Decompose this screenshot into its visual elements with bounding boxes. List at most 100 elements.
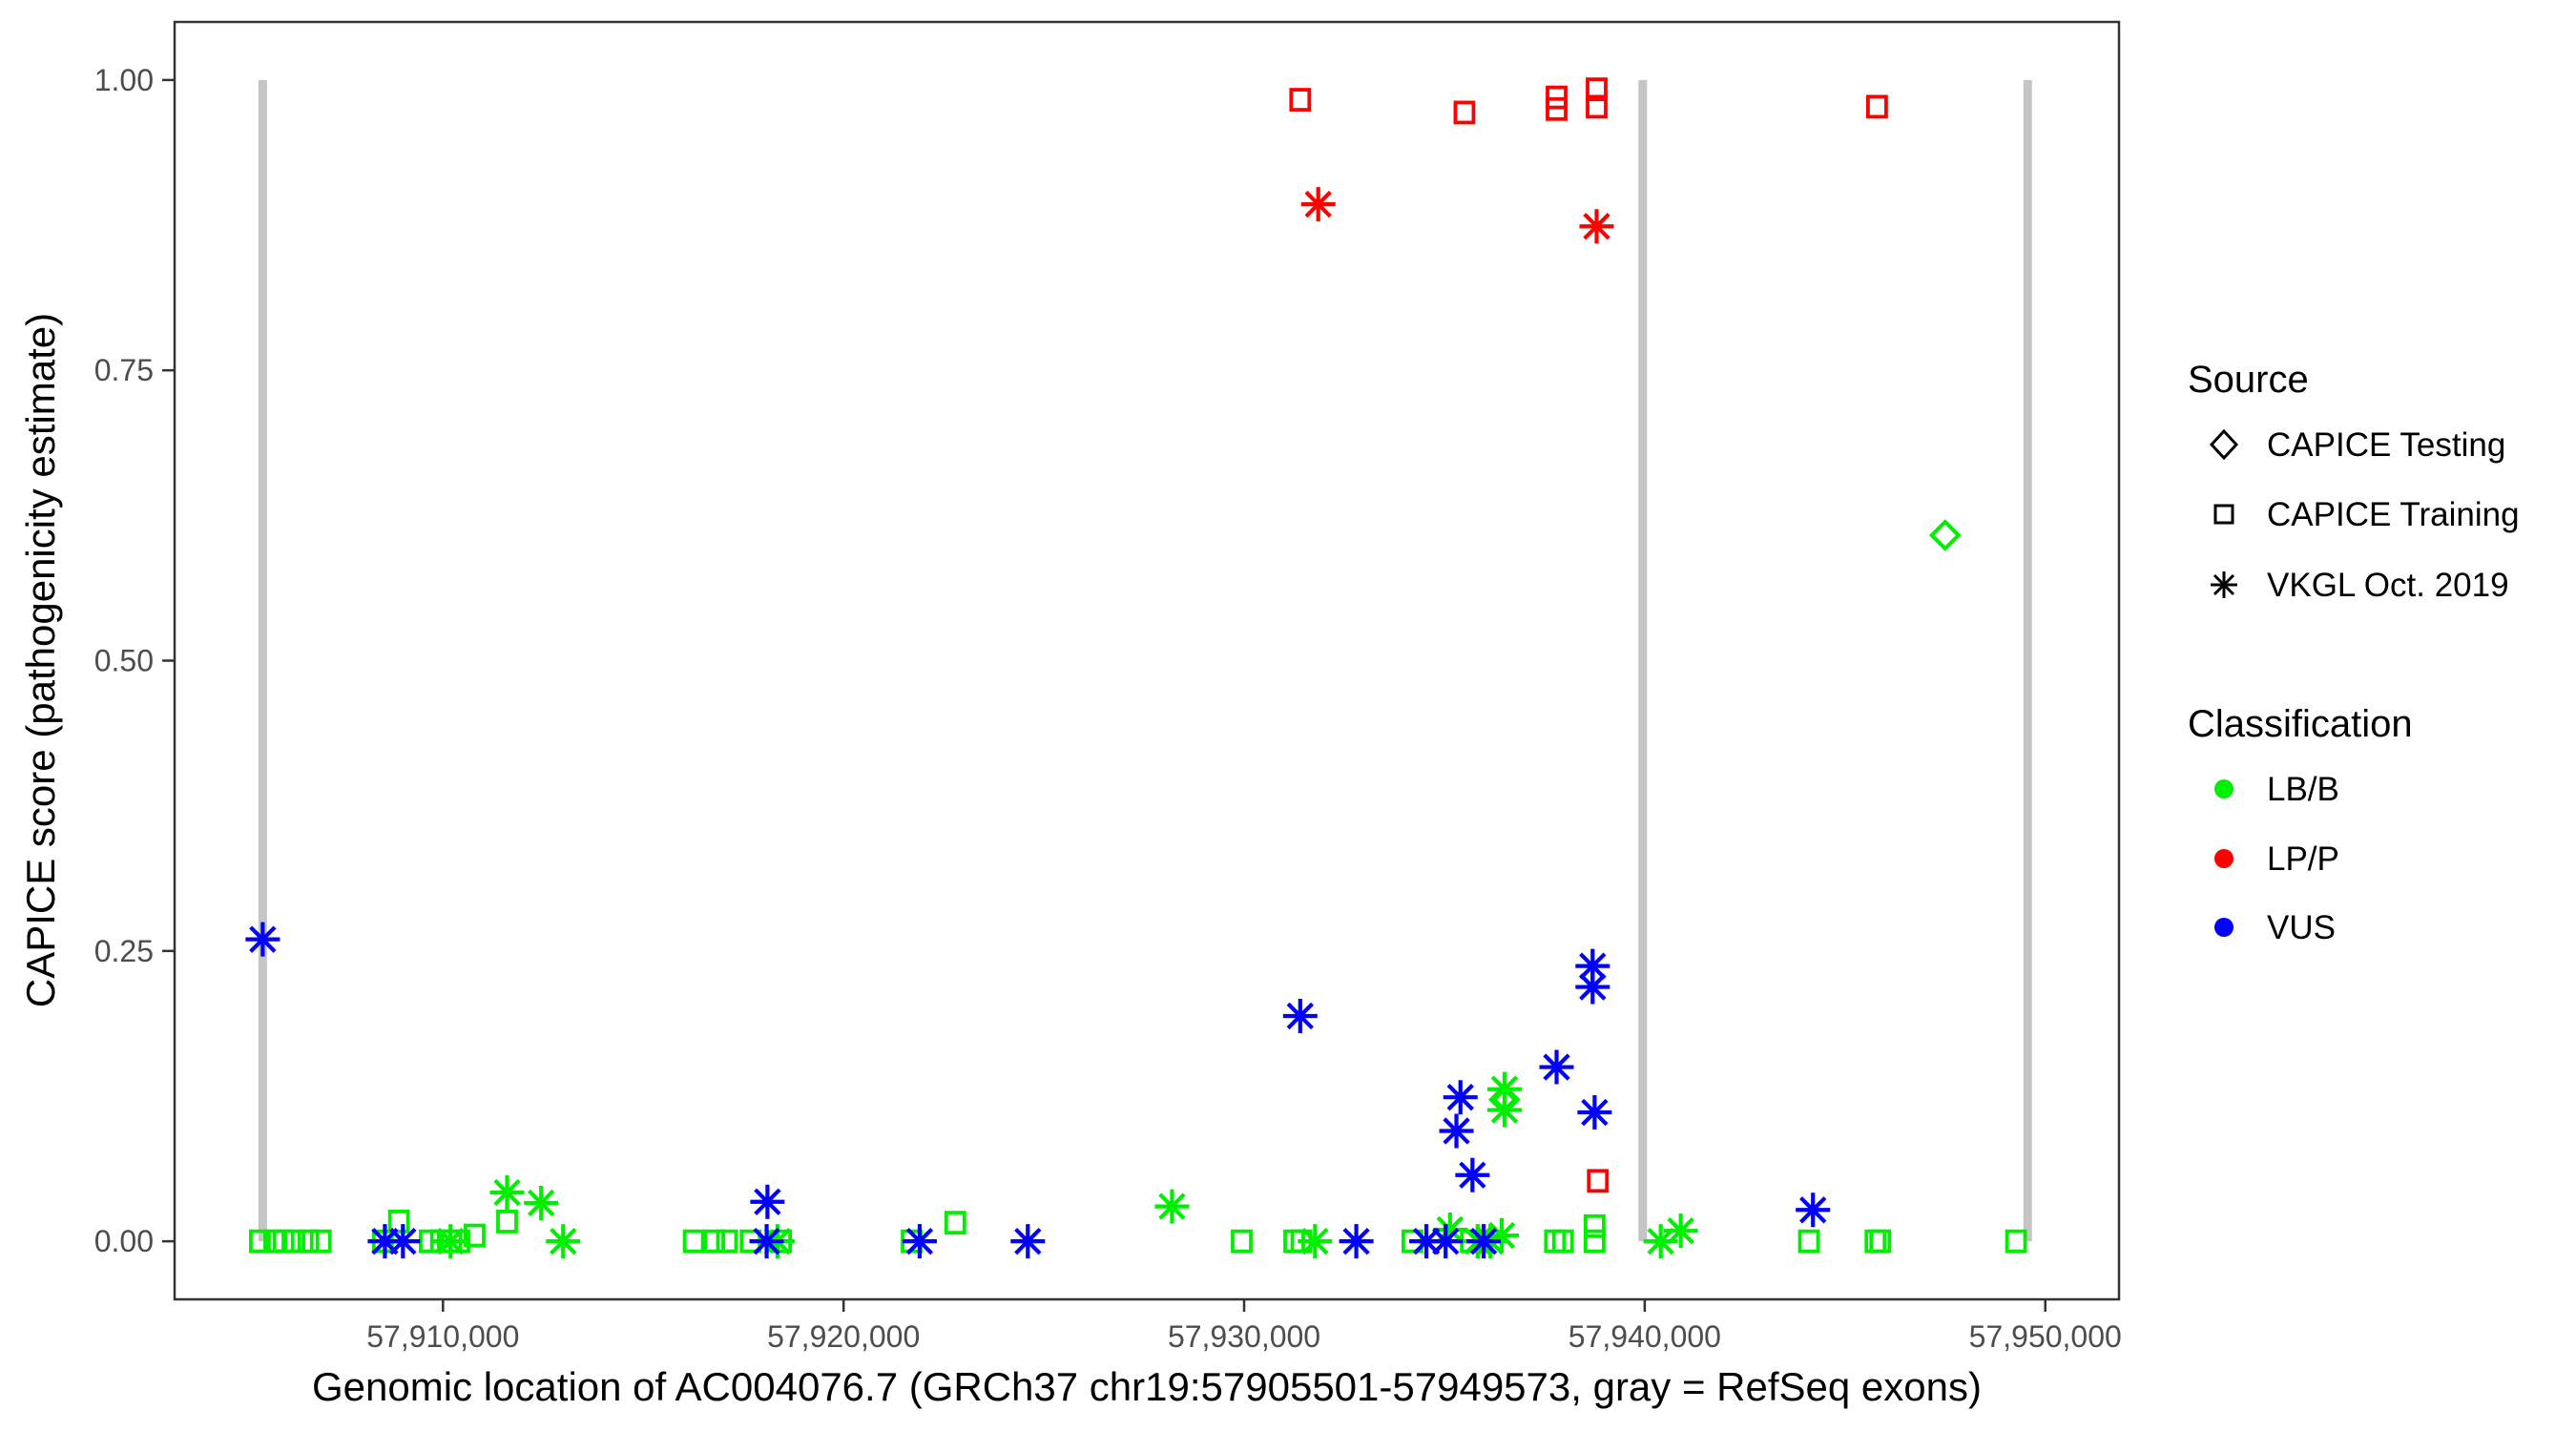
point-asterisk	[489, 1175, 525, 1211]
point-diamond	[1928, 519, 1962, 551]
legend-item-capice-testing: CAPICE Testing	[2209, 426, 2505, 464]
point-square	[1584, 1229, 1606, 1254]
point-square	[1866, 94, 1888, 119]
point-square	[387, 1210, 410, 1234]
point-asterisk	[1539, 1049, 1574, 1085]
point-square	[1586, 94, 1608, 119]
point-asterisk	[1575, 948, 1610, 984]
legend-item-label: CAPICE Testing	[2267, 426, 2505, 464]
point-asterisk	[1339, 1224, 1374, 1259]
point-asterisk	[1282, 998, 1318, 1033]
legend-item-label: VKGL Oct. 2019	[2267, 567, 2509, 604]
point-asterisk	[1796, 1192, 1831, 1228]
point-square	[703, 1229, 725, 1254]
point-square	[716, 1229, 738, 1254]
refseq-exon-bars	[258, 79, 2032, 1242]
point-asterisk	[1298, 1224, 1333, 1259]
y-tick-label: 0.75	[94, 353, 154, 387]
point-square	[309, 1229, 332, 1254]
point-square	[944, 1211, 966, 1235]
point-asterisk	[1575, 969, 1610, 1005]
point-square	[1584, 1213, 1606, 1238]
point-asterisk	[1439, 1113, 1474, 1149]
legend-item-lpp: LP/P	[2214, 840, 2339, 878]
y-tick-label: 1.00	[94, 63, 154, 97]
x-tick-label: 57,910,000	[366, 1319, 519, 1354]
x-tick-label: 57,940,000	[1568, 1319, 1721, 1354]
point-square	[1797, 1229, 1820, 1254]
data-points	[245, 77, 2027, 1259]
point-asterisk	[1577, 1095, 1612, 1130]
legend-item-vus: VUS	[2214, 909, 2336, 946]
point-square	[249, 1229, 271, 1254]
legend-source: Source CAPICE Testing CAPICE Training VK…	[2188, 359, 2520, 604]
point-asterisk	[1466, 1224, 1502, 1259]
point-asterisk	[1443, 1080, 1478, 1115]
asterisk-icon	[2211, 571, 2237, 598]
point-asterisk	[1643, 1224, 1678, 1259]
legend-item-lbb: LB/B	[2214, 771, 2339, 808]
point-asterisk	[1486, 1092, 1522, 1128]
point-square	[283, 1229, 305, 1254]
x-axis-ticks: 57,910,000 57,920,000 57,930,000 57,940,000…	[366, 1299, 2122, 1354]
point-asterisk	[367, 1224, 403, 1259]
plot-panel	[173, 20, 2121, 1301]
y-tick-label: 0.25	[94, 934, 154, 968]
point-asterisk	[524, 1185, 559, 1220]
point-square	[1869, 1229, 1892, 1254]
point-asterisk	[433, 1224, 468, 1259]
point-square	[1586, 77, 1608, 102]
legend-item-vkgl: VKGL Oct. 2019	[2211, 567, 2509, 604]
refseq-exon-bar	[2023, 79, 2032, 1242]
point-asterisk	[750, 1184, 785, 1219]
legend-item-label: VUS	[2267, 909, 2336, 946]
panel-background	[175, 22, 2119, 1299]
point-asterisk	[1663, 1213, 1698, 1249]
legend-item-label: LP/P	[2267, 840, 2339, 878]
source-legend-title: Source	[2188, 359, 2309, 401]
legend-item-label: LB/B	[2267, 771, 2339, 808]
diamond-icon	[2209, 428, 2239, 461]
point-asterisk	[902, 1224, 937, 1259]
point-asterisk	[1432, 1212, 1467, 1247]
square-icon	[2213, 504, 2234, 525]
point-asterisk	[245, 922, 280, 957]
legend-classification: Classification LB/B LP/P VUS	[2188, 703, 2413, 946]
vus-dot-icon	[2214, 918, 2233, 937]
point-square	[1289, 88, 1312, 112]
point-asterisk	[1154, 1189, 1190, 1224]
x-tick-label: 57,950,000	[1969, 1319, 2122, 1354]
point-asterisk	[1579, 209, 1614, 244]
x-tick-label: 57,920,000	[767, 1319, 920, 1354]
point-asterisk	[1428, 1224, 1464, 1259]
lbb-dot-icon	[2214, 779, 2233, 798]
point-square	[1587, 1169, 1610, 1193]
point-asterisk	[1010, 1224, 1046, 1259]
point-asterisk	[1300, 187, 1336, 222]
point-square	[1551, 1229, 1574, 1254]
point-square	[464, 1223, 486, 1248]
point-asterisk	[385, 1224, 421, 1259]
point-asterisk	[1486, 1071, 1522, 1107]
y-tick-label: 0.50	[94, 644, 154, 678]
refseq-exon-bar	[258, 79, 267, 1242]
point-square	[1546, 96, 1568, 121]
classification-legend-title: Classification	[2188, 703, 2413, 745]
y-axis-title: CAPICE score (pathogenicity estimate)	[18, 313, 63, 1007]
point-square	[682, 1229, 705, 1254]
point-asterisk	[1455, 1157, 1490, 1192]
x-tick-label: 57,930,000	[1168, 1319, 1320, 1354]
y-axis-ticks: 0.00 0.25 0.50 0.75 1.00	[94, 63, 175, 1258]
refseq-exon-bar	[1638, 79, 1648, 1242]
legend-item-label: CAPICE Training	[2267, 496, 2520, 533]
y-tick-label: 0.00	[94, 1224, 154, 1258]
point-square	[496, 1210, 518, 1234]
point-square	[1231, 1229, 1253, 1254]
lpp-dot-icon	[2214, 849, 2233, 868]
point-square	[2005, 1229, 2027, 1254]
point-asterisk	[1485, 1218, 1519, 1254]
point-square	[297, 1229, 320, 1254]
point-asterisk	[546, 1224, 581, 1259]
point-asterisk	[1409, 1224, 1444, 1259]
